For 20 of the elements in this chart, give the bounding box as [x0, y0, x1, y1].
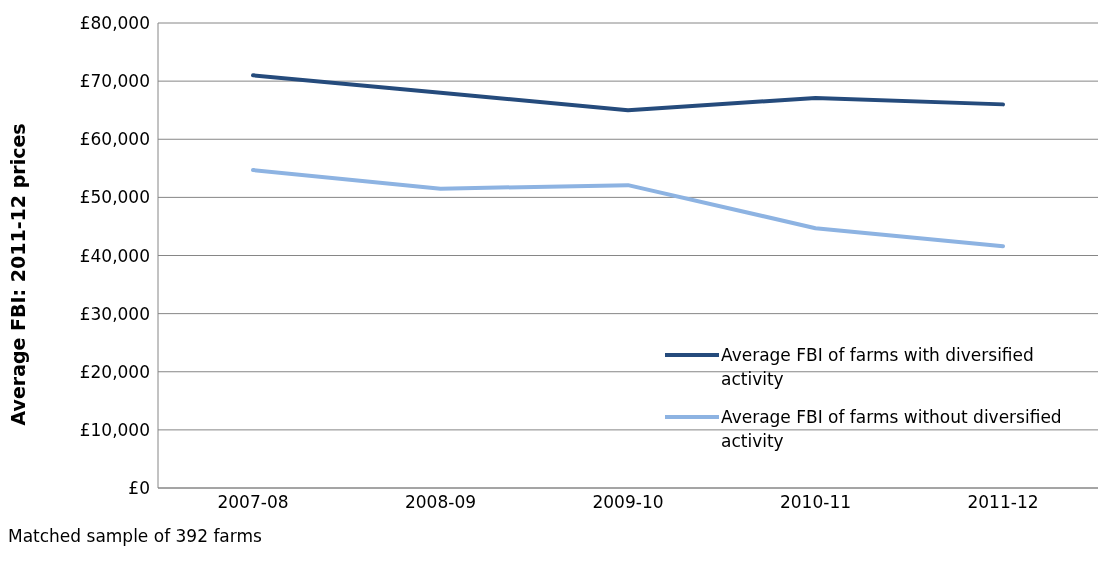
x-tick-label: 2009-10 [592, 492, 664, 513]
y-tick-label: £60,000 [79, 129, 150, 150]
y-axis-title: Average FBI: 2011-12 prices [6, 123, 29, 426]
y-tick-label: £50,000 [79, 187, 150, 208]
legend-label: Average FBI of farms with diversified activity [721, 344, 1035, 391]
line-series [251, 73, 1005, 113]
x-tick-label: 2008-09 [404, 492, 477, 513]
x-tick-label: 2007-08 [217, 492, 289, 513]
y-tick-label: £30,000 [79, 303, 150, 324]
y-tick-label: £10,000 [79, 419, 150, 440]
y-tick-label: £40,000 [79, 245, 150, 266]
y-tick-label: £0 [128, 478, 150, 499]
x-tick-label: 2011-12 [967, 492, 1039, 513]
y-tick-label: £70,000 [79, 71, 150, 92]
line-series [251, 168, 1005, 249]
y-tick-label: £80,000 [79, 13, 150, 34]
legend-label: Average FBI of farms without diversified activity [721, 406, 1063, 453]
y-tick-label: £20,000 [79, 361, 150, 382]
x-tick-label: 2010-11 [779, 492, 852, 513]
text: Matched sample of 392 farms [8, 526, 262, 546]
